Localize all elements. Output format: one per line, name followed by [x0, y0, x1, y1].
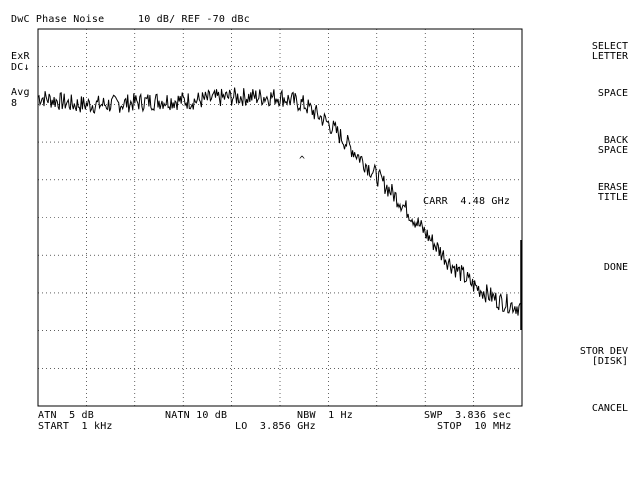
attenuation-readout: ATN 5 dB	[38, 410, 94, 421]
noise-attenuation-readout: NATN 10 dB	[165, 410, 228, 421]
softkey-label: BACK	[603, 135, 628, 146]
softkey-label: CANCEL	[591, 403, 628, 414]
graticule-grid	[38, 29, 522, 406]
softkey-label: DONE	[603, 262, 628, 273]
softkey-back-space[interactable]: BACK SPACE	[538, 136, 628, 156]
softkey-done[interactable]: DONE	[538, 263, 628, 273]
external-reference-indicator: ExR	[11, 51, 30, 62]
average-count: 8	[11, 98, 18, 109]
softkey-select-letter[interactable]: SELECT LETTER	[538, 42, 628, 62]
scale-reference: 10 dB/ REF -70 dBc	[138, 14, 250, 25]
softkey-label: TITLE	[597, 192, 628, 203]
softkey-label: SPACE	[597, 145, 628, 156]
start-frequency-readout: START 1 kHz	[38, 421, 113, 432]
softkey-label: LETTER	[591, 51, 628, 62]
carrier-marker-symbol: ^	[299, 155, 306, 166]
lo-frequency-readout: LO 3.856 GHz	[235, 421, 316, 432]
stop-frequency-readout: STOP 10 MHz	[437, 421, 512, 432]
carrier-frequency-readout: CARR 4.48 GHz	[423, 196, 511, 207]
average-indicator: Avg	[11, 87, 30, 98]
screen-title: DwC Phase Noise	[11, 14, 105, 25]
dc-coupling-indicator: DC↓	[11, 62, 30, 73]
softkey-label: ERASE	[597, 182, 628, 193]
softkey-label: [DISK]	[591, 356, 628, 367]
phase-noise-trace	[37, 87, 523, 316]
sweep-time-readout: SWP 3.836 sec	[424, 410, 512, 421]
softkey-cancel[interactable]: CANCEL	[538, 404, 628, 414]
softkey-label: STOR DEV	[579, 346, 628, 357]
softkey-label: SELECT	[591, 41, 628, 52]
softkey-space[interactable]: SPACE	[538, 89, 628, 99]
softkey-erase-title[interactable]: ERASE TITLE	[538, 183, 628, 203]
softkey-label: SPACE	[597, 88, 628, 99]
noise-bandwidth-readout: NBW 1 Hz	[297, 410, 353, 421]
softkey-stor-dev[interactable]: STOR DEV [DISK]	[538, 347, 628, 367]
